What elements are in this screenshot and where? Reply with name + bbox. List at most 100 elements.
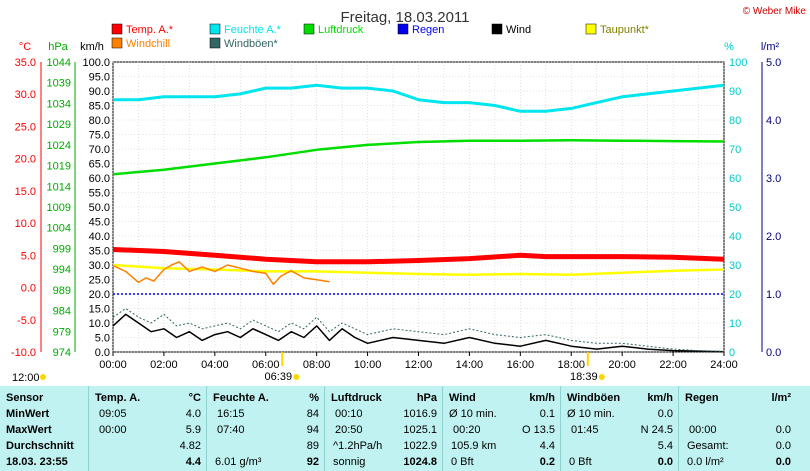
rain-title: Regen (685, 392, 719, 404)
humidity-current: 92 (306, 456, 319, 468)
wind-tick-label: 10.0 (89, 318, 110, 330)
wind-tick-label: 40.0 (89, 231, 110, 243)
temp-tick-label: 10.0 (15, 218, 36, 230)
humidity-max-time: 07:40 (217, 424, 245, 436)
legend-label: Wind (506, 24, 531, 36)
legend-label: Luftdruck (318, 24, 364, 36)
gust-beaufort: 0 Bft (569, 456, 592, 468)
rain-tick-label: 4.0 (766, 115, 781, 127)
pressure-unit: hPa (416, 392, 437, 404)
x-tick-label: 10:00 (354, 359, 382, 371)
gust-min-time: Ø 10 min. (567, 408, 615, 420)
rain-total-label: Gesamt: (687, 440, 729, 452)
x-tick-label: 22:00 (659, 359, 687, 371)
humidity-tick-label: 10 (729, 318, 741, 330)
wind-column: Wind km/h Ø 10 min. 0.1 00:20 O 13.5 105… (442, 386, 561, 471)
wind-tick-label: 60.0 (89, 173, 110, 185)
wind-title: Wind (449, 392, 476, 404)
rain-max-value: 0.0 (775, 424, 791, 436)
gust-average: 5.4 (657, 440, 673, 452)
wind-unit: km/h (529, 392, 555, 404)
rain-tick-label: 5.0 (766, 57, 781, 69)
sunset-sun-icon (598, 374, 605, 380)
temp-unit: °C (188, 392, 201, 404)
rain-axis-title: l/m² (761, 41, 780, 53)
wind-tick-label: 30.0 (89, 260, 110, 272)
humidity-absolute: 6.01 g/m³ (215, 456, 262, 468)
x-tick-label: 18:00 (557, 359, 585, 371)
wind-tick-label: 20.0 (89, 289, 110, 301)
legend-swatch (209, 37, 221, 49)
wind-current: 0.2 (539, 456, 555, 468)
rain-unit: l/m² (771, 392, 791, 404)
wind-max-value: O 13.5 (521, 424, 555, 436)
wind-axis-title: km/h (80, 41, 104, 53)
legend-swatch (397, 23, 409, 35)
copyright-label: © Weber Mike (743, 6, 807, 17)
series-line (112, 247, 725, 265)
pressure-trend: ^1.2hPa/h (333, 440, 383, 452)
pressure-tick-label: 1039 (47, 78, 71, 90)
statistics-table: Sensor MinWert MaxWert Durchschnitt 18.0… (0, 386, 810, 471)
wind-tick-label: 75.0 (89, 130, 110, 142)
wind-tick-label: 50.0 (89, 202, 110, 214)
legend-swatch (491, 23, 503, 35)
humidity-min-time: 16:15 (217, 408, 245, 420)
pressure-tick-label: 1009 (47, 202, 71, 214)
pressure-tick-label: 1004 (47, 223, 71, 235)
pressure-tick-label: 1044 (47, 57, 71, 69)
wind-tick-label: 15.0 (89, 304, 110, 316)
rain-total: 0.0 (775, 440, 791, 452)
pressure-tick-label: 994 (53, 264, 71, 276)
wind-min-time: Ø 10 min. (449, 408, 497, 420)
pressure-min-value: 1016.9 (403, 408, 437, 420)
legend-label: Windchill (126, 38, 170, 50)
temp-tick-label: -10.0 (11, 347, 36, 359)
pressure-average: 1022.9 (403, 440, 437, 452)
pressure-tick-label: 974 (53, 347, 71, 359)
sunset-label: 18:39 (570, 371, 598, 383)
rain-tick-label: 0.0 (766, 347, 781, 359)
pressure-current: 1024.8 (403, 456, 437, 468)
wind-tick-label: 5.0 (95, 333, 110, 345)
pressure-tick-label: 999 (53, 243, 71, 255)
humidity-tick-label: 50 (729, 202, 741, 214)
pressure-axis-title: hPa (48, 41, 68, 53)
temp-tick-label: -5.0 (17, 315, 36, 327)
sunrise-sun-icon (293, 374, 300, 380)
series-line (112, 308, 725, 352)
rain-tick-label: 2.0 (766, 231, 781, 243)
temp-max-value: 5.9 (185, 424, 201, 436)
gust-column: Windböen km/h Ø 10 min. 0.0 01:45 N 24.5… (560, 386, 679, 471)
wind-min-value: 0.1 (539, 408, 555, 420)
pressure-max-value: 1025.1 (403, 424, 437, 436)
pressure-tick-label: 984 (53, 306, 71, 318)
temp-title: Temp. A. (95, 392, 141, 404)
rain-tick-label: 1.0 (766, 289, 781, 301)
humidity-tick-label: 90 (729, 86, 741, 98)
legend-swatch (585, 23, 597, 35)
humidity-max-value: 94 (306, 424, 319, 436)
humidity-unit: % (309, 392, 319, 404)
row-label-column: Sensor MinWert MaxWert Durchschnitt 18.0… (0, 386, 88, 471)
series-line (112, 263, 725, 276)
temp-tick-label: 25.0 (15, 121, 36, 133)
temp-current: 4.4 (185, 456, 201, 468)
time-marker-label: 12:00 (12, 372, 40, 384)
humidity-tick-label: 60 (729, 173, 741, 185)
wind-tick-label: 0.0 (95, 347, 110, 359)
legend-label: Temp. A.* (126, 24, 174, 36)
pressure-forecast: sonnig (333, 456, 366, 468)
x-tick-label: 06:00 (252, 359, 280, 371)
pressure-title: Luftdruck (331, 392, 382, 404)
temp-tick-label: 35.0 (15, 57, 36, 69)
gust-unit: km/h (647, 392, 673, 404)
pressure-min-time: 00:10 (335, 408, 363, 420)
pressure-tick-label: 989 (53, 285, 71, 297)
series-line (112, 139, 725, 176)
humidity-tick-label: 100 (729, 57, 747, 69)
pressure-tick-label: 1034 (47, 98, 71, 110)
rain-current: 0.0 (775, 456, 791, 468)
wind-average: 4.4 (539, 440, 555, 452)
series-line (112, 313, 725, 353)
